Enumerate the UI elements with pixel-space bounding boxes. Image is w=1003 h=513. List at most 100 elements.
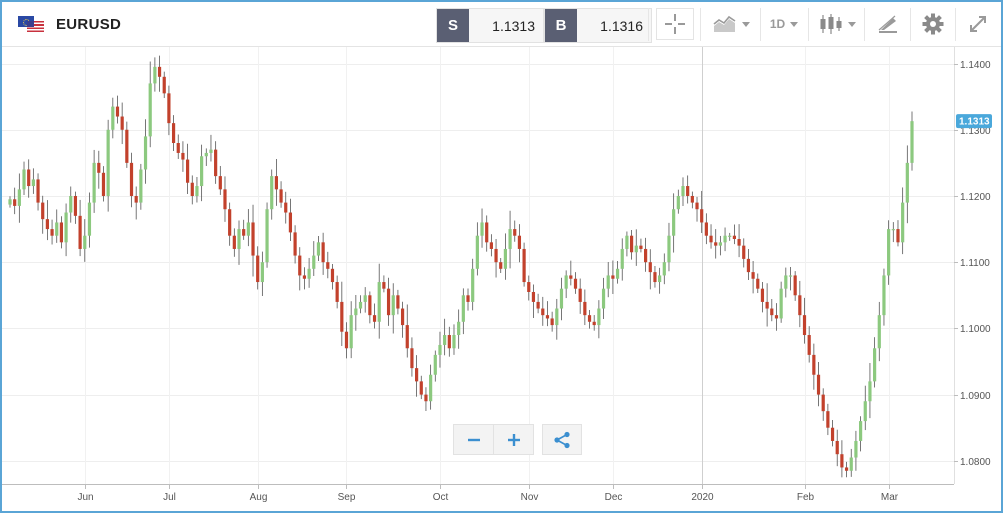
candle-body	[849, 457, 853, 471]
candle-body	[382, 282, 386, 289]
candle-body	[45, 219, 49, 230]
candle-body	[877, 315, 881, 349]
zoom-out-icon	[467, 438, 480, 441]
candle-body	[157, 66, 162, 77]
candle-body	[569, 275, 573, 279]
candle-body	[868, 381, 872, 402]
candle-body	[541, 308, 545, 316]
sell-price: 1.1313	[469, 9, 543, 42]
candle-body	[882, 275, 886, 316]
candle-body	[424, 394, 428, 402]
sell-quote[interactable]: S 1.1313	[436, 8, 544, 43]
candle-body	[891, 229, 895, 231]
candle-body	[690, 195, 694, 203]
candle-body	[718, 242, 722, 246]
crosshair-button[interactable]	[656, 8, 694, 40]
candle-body	[863, 401, 867, 422]
chevron-down-icon	[847, 21, 856, 27]
candle-body	[807, 335, 811, 355]
draw-tools-button[interactable]	[870, 8, 906, 40]
timeframe-button[interactable]: 1D	[764, 8, 804, 40]
candle-body	[265, 209, 269, 263]
y-tick-label: 1.1000	[960, 324, 991, 335]
chevron-down-icon	[790, 21, 799, 27]
candle-body	[681, 186, 685, 196]
candle-body	[83, 235, 87, 249]
candle-style-button[interactable]	[814, 8, 860, 40]
candle-body	[111, 106, 115, 130]
candle-body	[246, 222, 250, 236]
candle-body	[87, 202, 92, 236]
candle-body	[316, 242, 321, 256]
x-tick-label: Mar	[881, 492, 899, 503]
flag-eu-us-icon	[18, 16, 44, 32]
candle-body	[59, 222, 64, 243]
candle-body	[751, 272, 755, 279]
zoom-in-button[interactable]	[493, 424, 534, 455]
candle-body	[625, 235, 629, 249]
candle-body	[714, 242, 718, 246]
candle-body	[167, 93, 171, 124]
x-tick-label: Dec	[605, 492, 623, 503]
candle-body	[335, 282, 339, 302]
candle-body	[905, 162, 909, 203]
candle-body	[143, 136, 148, 170]
zoom-out-button[interactable]	[453, 424, 494, 455]
candle-body	[550, 318, 554, 326]
toolbar-divider	[700, 8, 701, 41]
candle-body	[858, 421, 863, 441]
candle-body	[31, 179, 35, 187]
candle-body	[545, 315, 550, 319]
fullscreen-button[interactable]	[960, 8, 996, 40]
candle-body	[494, 248, 498, 263]
candle-body	[73, 195, 78, 216]
candle-body	[386, 288, 391, 316]
candle-body	[695, 202, 699, 210]
candle-body	[835, 440, 839, 455]
candle-body	[840, 454, 844, 468]
candle-body	[620, 248, 624, 269]
candle-body	[410, 348, 414, 369]
symbol-selector[interactable]: EURUSD	[18, 14, 121, 34]
candle-body	[513, 229, 517, 236]
share-button[interactable]	[542, 424, 582, 455]
candle-body	[92, 162, 96, 203]
candle-body	[774, 315, 779, 319]
candle-body	[101, 172, 106, 196]
candle-body	[910, 121, 914, 163]
expand-icon	[970, 16, 986, 32]
buy-quote[interactable]: B 1.1316	[544, 8, 652, 43]
candle-body	[307, 268, 311, 279]
y-tick-label: 1.1100	[960, 258, 990, 269]
chart-type-button[interactable]	[706, 8, 756, 40]
candle-body	[228, 209, 232, 236]
candle-body	[728, 235, 732, 237]
candles	[8, 55, 914, 478]
candle-body	[447, 335, 451, 349]
gear-icon	[922, 13, 944, 35]
candle-body	[368, 295, 372, 316]
candle-body	[106, 129, 110, 196]
candlestick-chart[interactable]: 1.1400 1.1300 1.1200 1.1100 1.1000 1.0900 1.08…	[2, 47, 1001, 509]
candle-body	[606, 275, 610, 289]
candle-body	[844, 467, 849, 471]
candle-body	[756, 278, 760, 289]
candle-body	[312, 255, 316, 269]
candle-body	[200, 156, 204, 187]
candle-body	[344, 331, 349, 349]
toolbar-divider	[808, 8, 809, 41]
candle-body	[564, 275, 568, 289]
candle-body	[270, 176, 274, 210]
candle-body	[55, 222, 59, 236]
candle-body	[587, 315, 592, 322]
candle-body	[298, 255, 302, 276]
candle-body	[242, 229, 246, 236]
candle-body	[471, 268, 475, 302]
candle-body	[284, 202, 288, 213]
symbol-name: EURUSD	[56, 15, 122, 33]
timeframe-label: 1D	[769, 17, 786, 31]
candle-body	[485, 222, 489, 243]
settings-button[interactable]	[915, 8, 951, 40]
candle-body	[653, 272, 657, 283]
candle-body	[251, 222, 255, 256]
